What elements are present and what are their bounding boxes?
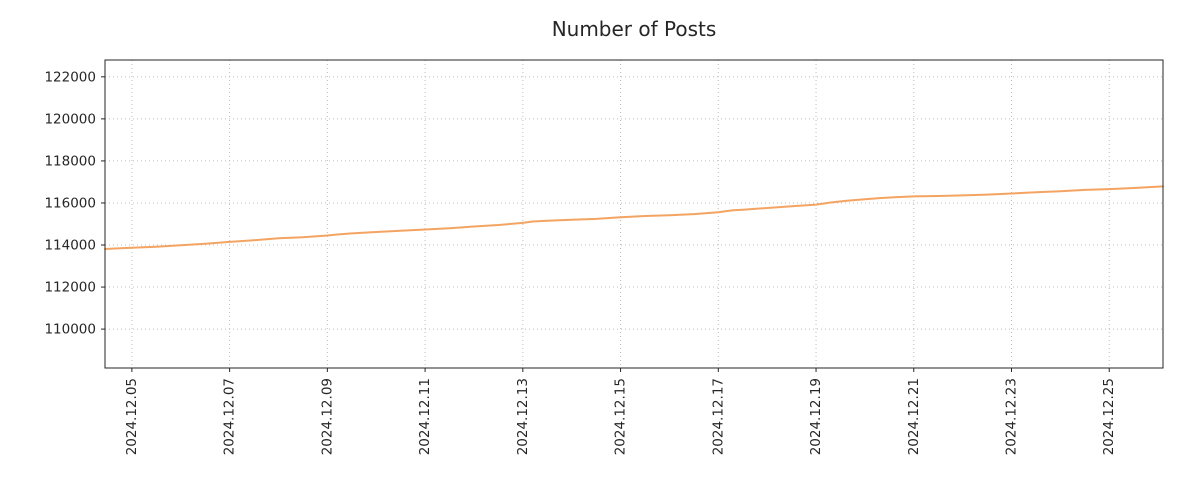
tick-labels: 110000 112000 114000 116000 118000 120000 1220… (44, 69, 1117, 455)
y-tick-label: 110000 (44, 322, 96, 338)
y-tick-label: 120000 (44, 111, 96, 127)
x-tick-label: 2024.12.15 (613, 378, 629, 455)
x-tick-label: 2024.12.09 (319, 378, 335, 455)
axes (101, 59, 1164, 372)
y-tick-label: 114000 (44, 238, 96, 254)
y-tick-label: 122000 (44, 69, 96, 85)
x-tick-label: 2024.12.19 (808, 378, 824, 455)
data-series (104, 185, 1164, 250)
x-tick-label: 2024.12.25 (1101, 378, 1117, 455)
y-tick-label: 118000 (44, 153, 96, 169)
grid-lines (105, 60, 1163, 368)
x-tick-label: 2024.12.11 (417, 378, 433, 455)
plot-border (104, 59, 1164, 369)
x-tick-label: 2024.12.13 (515, 378, 531, 455)
y-tick-label: 116000 (44, 195, 96, 211)
x-tick-label: 2024.12.23 (1004, 378, 1020, 455)
y-tick-label: 112000 (44, 280, 96, 296)
x-tick-label: 2024.12.07 (222, 378, 238, 455)
x-tick-label: 2024.12.17 (710, 378, 726, 455)
x-tick-label: 2024.12.21 (906, 378, 922, 455)
series-line (104, 185, 1164, 250)
chart-title: Number of Posts (551, 17, 717, 41)
x-tick-label: 2024.12.05 (124, 378, 140, 455)
